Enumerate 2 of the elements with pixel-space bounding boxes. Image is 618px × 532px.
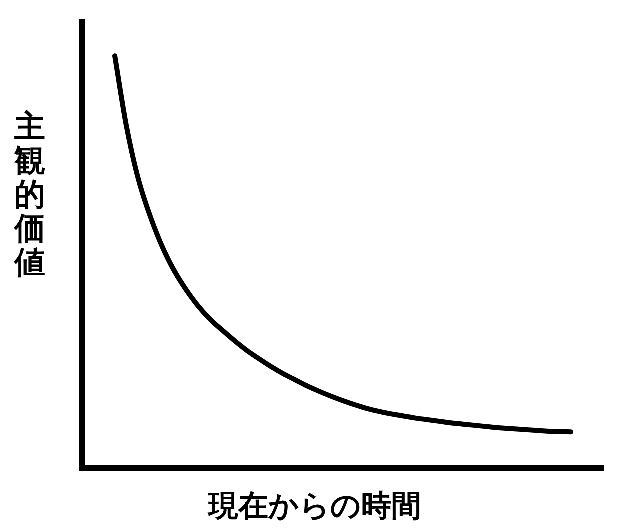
y-axis-title: 主観的価値 <box>14 109 46 281</box>
x-axis-title: 現在からの時間 <box>208 489 422 524</box>
